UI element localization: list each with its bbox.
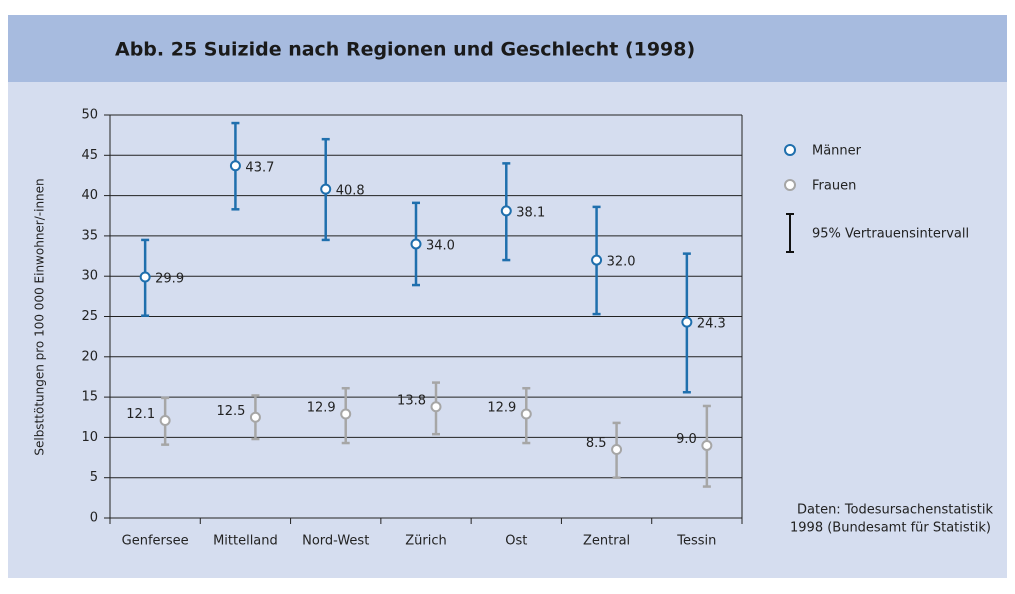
note: 1998 (Bundesamt für Statistik) bbox=[790, 521, 991, 536]
legend-label: Männer bbox=[812, 144, 862, 159]
background bbox=[8, 15, 1007, 578]
y-tick-label: 35 bbox=[81, 228, 98, 243]
y-axis-label: Selbsttötungen pro 100 000 Einwohner/-in… bbox=[33, 178, 47, 455]
x-tick-label: Zürich bbox=[405, 534, 447, 549]
y-tick-label: 15 bbox=[81, 390, 98, 405]
y-tick-label: 50 bbox=[81, 108, 98, 123]
x-tick-label: Nord-West bbox=[302, 534, 369, 549]
y-tick-label: 25 bbox=[81, 309, 98, 324]
value-label: 29.9 bbox=[155, 272, 184, 287]
x-tick-label: Genfersee bbox=[122, 534, 189, 549]
point bbox=[430, 401, 442, 413]
legend-label: Frauen bbox=[812, 179, 856, 194]
x-tick-label: Tessin bbox=[676, 534, 716, 549]
note: Daten: Todesursachenstatistik bbox=[797, 503, 994, 518]
value-label: 34.0 bbox=[426, 238, 455, 253]
chart-title: Abb. 25 Suizide nach Regionen und Geschl… bbox=[115, 39, 695, 61]
point bbox=[681, 316, 693, 328]
y-tick-label: 30 bbox=[81, 269, 98, 284]
legend-marker bbox=[784, 144, 796, 156]
point bbox=[249, 411, 261, 423]
y-tick-label: 10 bbox=[81, 430, 98, 445]
x-tick-label: Zentral bbox=[583, 534, 630, 549]
value-label: 43.7 bbox=[245, 160, 274, 175]
point bbox=[591, 254, 603, 266]
legend-label: 95% Vertrauensintervall bbox=[812, 227, 969, 242]
point bbox=[139, 271, 151, 283]
point bbox=[701, 439, 713, 451]
y-tick-label: 45 bbox=[81, 148, 98, 163]
value-label: 32.0 bbox=[607, 255, 636, 270]
point bbox=[159, 414, 171, 426]
value-label: 8.5 bbox=[586, 436, 607, 451]
value-label: 9.0 bbox=[676, 432, 697, 447]
value-label: 12.9 bbox=[307, 401, 336, 416]
x-tick-label: Mittelland bbox=[213, 534, 278, 549]
value-label: 13.8 bbox=[397, 393, 426, 408]
point bbox=[611, 443, 623, 455]
y-tick-label: 5 bbox=[90, 470, 98, 485]
point bbox=[410, 238, 422, 250]
y-tick-label: 40 bbox=[81, 188, 98, 203]
header bbox=[8, 15, 1007, 82]
value-label: 38.1 bbox=[516, 205, 545, 220]
point bbox=[520, 408, 532, 420]
y-tick-label: 0 bbox=[90, 511, 98, 526]
point bbox=[229, 160, 241, 172]
y-tick-label: 20 bbox=[81, 349, 98, 364]
value-label: 12.1 bbox=[126, 407, 155, 422]
legend-marker bbox=[784, 179, 796, 191]
point bbox=[500, 205, 512, 217]
value-label: 12.9 bbox=[487, 401, 516, 416]
point bbox=[340, 408, 352, 420]
value-label: 24.3 bbox=[697, 317, 726, 332]
value-label: 12.5 bbox=[216, 404, 245, 419]
value-label: 40.8 bbox=[336, 184, 365, 199]
point bbox=[320, 183, 332, 195]
x-tick-label: Ost bbox=[505, 534, 527, 549]
